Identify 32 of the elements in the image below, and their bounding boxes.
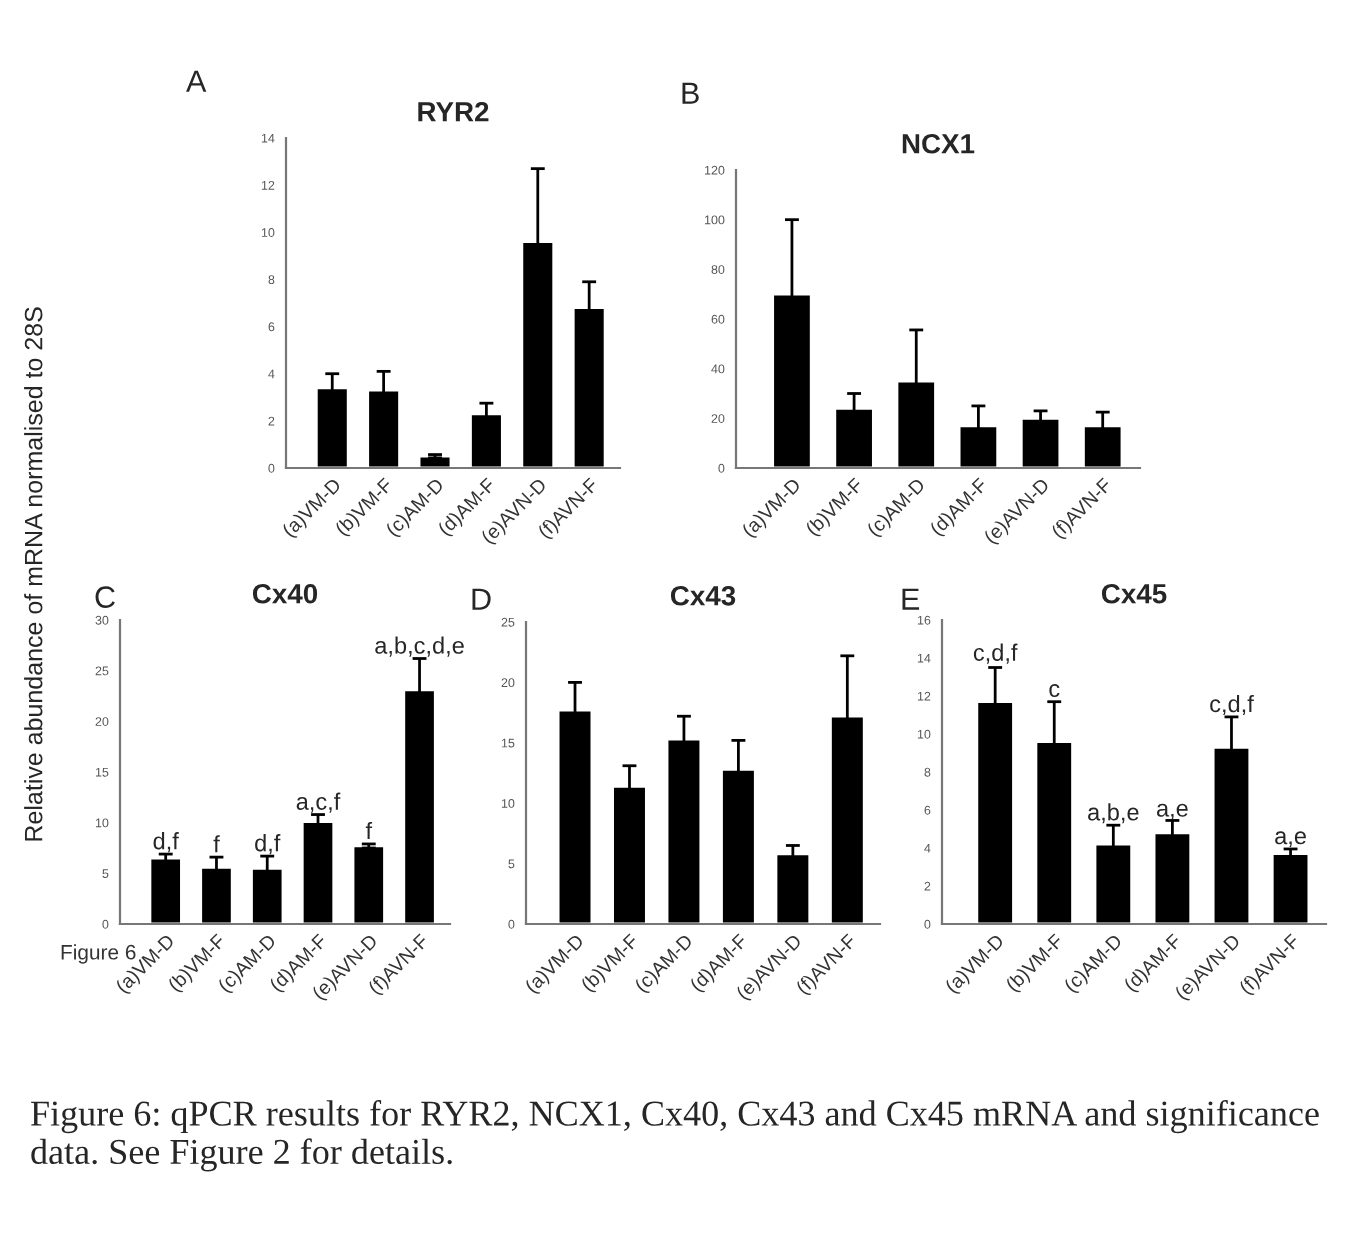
annotation: f [365,821,373,840]
annotation: c [1049,684,1060,698]
annotation: a,b,c,d,e [375,636,464,657]
annotation: a,e [1275,831,1306,848]
annotation: c,d,f [1210,694,1254,716]
bar [148,856,183,924]
chart-title: NCX1 [902,133,975,154]
bar [1019,416,1062,468]
bar [351,844,386,924]
bar [199,865,234,924]
text: E [902,588,920,610]
annotation: f [213,835,220,853]
caption: Figure 6: qPCR results for RYR2, NCX1, Cx40, Cx43 and Cx45 mRNA and significance data. See Figure 2 for details. [31,1100,1319,1172]
bar [1270,852,1311,924]
bar [774,852,812,924]
chart-title: Cx43 [670,585,736,606]
chart-title: RYR2 [418,101,489,122]
bar [300,820,336,924]
chart-title: Cx40 [252,583,318,604]
annotation: c,d,f [973,643,1018,664]
text: B [682,82,699,104]
annotation: a,e [1156,803,1188,820]
annotation: a,b,e [1088,803,1139,824]
annotation: d,f [255,834,281,855]
text: A [186,70,207,92]
text: D [472,588,491,610]
annotation: a,c,f [296,792,341,813]
chart-title: Cx45 [1101,583,1167,604]
bar [469,412,504,468]
y-axis-title: Relative abundance of mRNA normalised to 28S [24,307,43,841]
text: C [95,586,115,608]
annotation: d,f [153,832,179,853]
